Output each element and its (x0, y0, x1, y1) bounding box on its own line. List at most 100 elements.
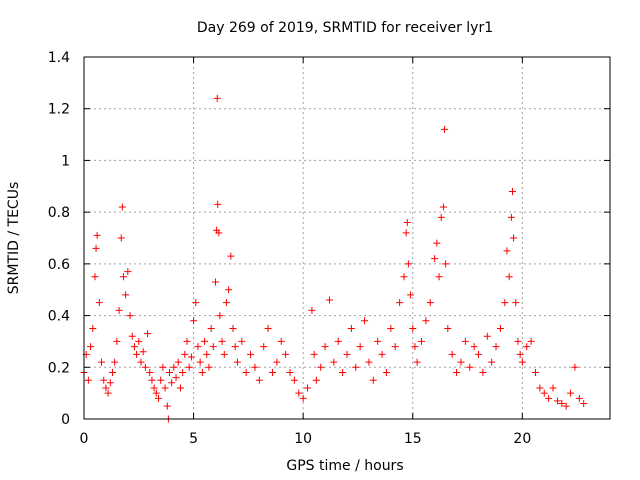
data-point (117, 234, 125, 242)
data-point (115, 306, 123, 314)
data-point (413, 358, 421, 366)
data-point (540, 389, 548, 397)
data-point (148, 376, 156, 384)
data-point (407, 291, 415, 299)
data-point (260, 343, 268, 351)
data-point (403, 218, 411, 226)
data-point (157, 376, 165, 384)
data-point (562, 402, 570, 410)
data-point (299, 394, 307, 402)
data-point (118, 203, 126, 211)
data-point (152, 389, 160, 397)
data-point (159, 363, 167, 371)
data-point (100, 376, 108, 384)
data-point (155, 394, 163, 402)
data-point (102, 384, 110, 392)
data-point (361, 317, 369, 325)
data-point (92, 244, 100, 252)
data-point (466, 363, 474, 371)
data-point (238, 337, 246, 345)
x-tick-label: 10 (294, 431, 312, 447)
data-point (128, 332, 136, 340)
data-point (225, 286, 233, 294)
data-point (479, 368, 487, 376)
data-point (444, 325, 452, 332)
data-point (106, 379, 114, 387)
data-point (470, 343, 478, 351)
data-point (172, 374, 180, 382)
data-point (339, 368, 347, 376)
data-point (545, 394, 553, 402)
data-point (207, 325, 215, 332)
data-point (317, 363, 325, 371)
data-point (523, 343, 531, 351)
data-point (98, 358, 106, 366)
data-point (352, 363, 360, 371)
data-point (216, 312, 224, 320)
data-point (183, 337, 191, 345)
data-point (369, 376, 377, 384)
data-point (95, 299, 103, 307)
data-point (89, 325, 97, 332)
data-point (409, 325, 417, 332)
data-point (356, 343, 364, 351)
data-point (453, 368, 461, 376)
data-point (437, 213, 445, 221)
x-axis-title: GPS time / hours (286, 458, 403, 474)
data-point (575, 394, 583, 402)
data-point (130, 343, 138, 351)
data-point (196, 358, 204, 366)
x-tick-label: 0 (80, 431, 89, 447)
data-point (133, 350, 141, 358)
data-point (321, 343, 329, 351)
data-point (119, 273, 127, 281)
data-point (378, 350, 386, 358)
data-point (505, 273, 513, 281)
data-point (203, 350, 211, 358)
data-point (512, 299, 520, 307)
data-point (108, 368, 116, 376)
data-point (286, 368, 294, 376)
data-point (282, 350, 290, 358)
data-point (549, 384, 557, 392)
data-point (308, 306, 316, 314)
data-points (80, 94, 588, 423)
data-point (111, 358, 119, 366)
data-point (220, 350, 228, 358)
data-point (580, 399, 588, 407)
data-point (404, 260, 412, 268)
data-point (176, 384, 184, 392)
data-point (212, 278, 219, 286)
data-point (571, 363, 579, 371)
data-point (426, 299, 434, 307)
data-point (93, 231, 101, 239)
data-point (475, 350, 482, 358)
data-point (290, 376, 298, 384)
data-point (448, 350, 456, 358)
x-axis-ticks: 0 5 10 15 20 (80, 57, 531, 447)
data-point (255, 376, 263, 384)
data-point (507, 213, 515, 221)
data-point (227, 252, 235, 260)
data-point (510, 234, 518, 242)
data-point (391, 343, 399, 351)
data-point (488, 358, 496, 366)
y-axis-title: SRMTID / TECUs (6, 182, 22, 295)
data-point (181, 350, 189, 358)
data-point (187, 353, 195, 361)
data-point (194, 343, 202, 351)
data-point (168, 379, 176, 387)
data-point (192, 299, 200, 307)
data-point (198, 368, 206, 376)
y-axis-ticks: 0 0.2 0.4 0.6 0.8 1 1.2 1.4 (48, 50, 610, 428)
data-point (531, 368, 539, 376)
data-point (508, 187, 516, 195)
data-point (87, 343, 95, 351)
data-point (247, 350, 255, 358)
data-point (144, 330, 152, 338)
data-point (150, 384, 158, 392)
y-tick-label: 0.4 (48, 309, 70, 325)
data-point (553, 397, 561, 405)
data-point (165, 368, 173, 376)
x-tick-label: 20 (513, 431, 531, 447)
